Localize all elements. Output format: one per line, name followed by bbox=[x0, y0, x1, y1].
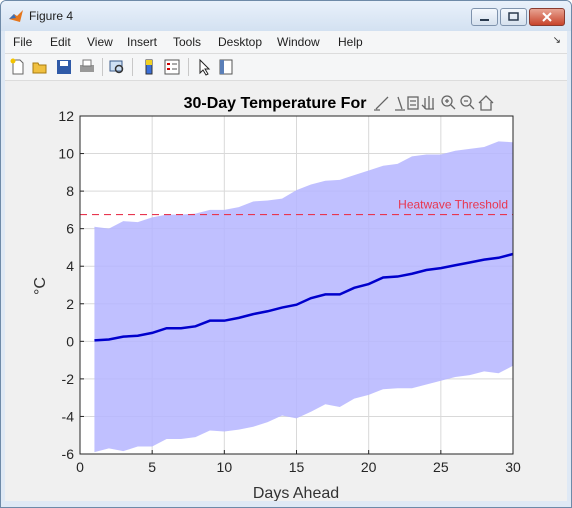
y-tick-label: 2 bbox=[66, 296, 74, 312]
menu-view[interactable]: View bbox=[87, 35, 113, 49]
insert-colorbar-icon[interactable] bbox=[140, 58, 158, 76]
plot-area[interactable]: Heatwave Threshold 0 5 10 15 20 25 30121086420… bbox=[5, 81, 567, 501]
threshold-label: Heatwave Threshold bbox=[398, 198, 508, 212]
zoom-out-icon[interactable] bbox=[460, 95, 475, 110]
y-tick-label: 0 bbox=[66, 333, 74, 349]
close-icon bbox=[542, 12, 552, 22]
y-tick-label: -2 bbox=[62, 371, 75, 387]
zoom-in-icon[interactable] bbox=[441, 95, 456, 110]
close-button[interactable] bbox=[529, 8, 565, 26]
open-file-icon[interactable] bbox=[31, 58, 49, 76]
x-tick-label: 0 bbox=[76, 459, 84, 475]
x-tick-label: 30 bbox=[505, 459, 521, 475]
title-bar[interactable]: Figure 4 bbox=[1, 1, 571, 31]
y-tick-label: -4 bbox=[62, 408, 75, 424]
y-axis-label: °C bbox=[32, 277, 49, 295]
y-tick-label: 10 bbox=[58, 146, 74, 162]
figure-canvas: Heatwave Threshold 0 5 10 15 20 25 30 12 10 8 6 4 2 0… bbox=[5, 81, 567, 501]
x-tick-label: 10 bbox=[217, 459, 233, 475]
figure-toolbar bbox=[5, 53, 567, 81]
x-axis-label: Days Ahead bbox=[253, 485, 339, 501]
toolbar-separator bbox=[188, 58, 189, 76]
property-inspector-icon[interactable] bbox=[217, 58, 235, 76]
axes-toolbar bbox=[374, 95, 494, 111]
menu-window[interactable]: Window bbox=[277, 35, 320, 49]
y-tick-label: -6 bbox=[62, 446, 75, 462]
minimize-icon bbox=[480, 19, 489, 21]
edit-plot-icon[interactable] bbox=[195, 58, 213, 76]
data-tips-icon[interactable] bbox=[395, 96, 405, 111]
y-tick-label: 8 bbox=[66, 183, 74, 199]
menu-file[interactable]: File bbox=[13, 35, 33, 49]
y-tick-label: 12 bbox=[58, 108, 74, 124]
window-title: Figure 4 bbox=[29, 9, 74, 23]
menu-help[interactable]: Help bbox=[338, 35, 363, 49]
pan-icon[interactable] bbox=[421, 96, 434, 110]
y-tick-label: 6 bbox=[66, 221, 74, 237]
matlab-icon bbox=[9, 10, 23, 22]
menu-desktop[interactable]: Desktop bbox=[218, 35, 263, 49]
maximize-icon bbox=[508, 12, 519, 21]
maximize-button[interactable] bbox=[500, 8, 527, 26]
x-tick-label: 15 bbox=[289, 459, 305, 475]
uncertainty-band bbox=[94, 141, 513, 453]
menu-tools[interactable]: Tools bbox=[173, 35, 202, 49]
print-preview-icon[interactable] bbox=[108, 58, 126, 76]
chart-title: 30-Day Temperature For bbox=[184, 95, 367, 112]
x-tick-label: 25 bbox=[433, 459, 449, 475]
restore-view-icon[interactable] bbox=[407, 96, 419, 110]
brush-icon[interactable] bbox=[374, 96, 389, 111]
menu-edit[interactable]: Edit bbox=[50, 35, 71, 49]
new-figure-icon[interactable] bbox=[9, 58, 27, 76]
save-icon[interactable] bbox=[55, 58, 73, 76]
toolbar-separator bbox=[102, 58, 103, 76]
menu-bar: File Edit View Insert Tools Desktop Wind… bbox=[5, 31, 567, 53]
y-tick-label: 4 bbox=[66, 258, 74, 274]
x-tick-label: 20 bbox=[361, 459, 377, 475]
insert-legend-icon[interactable] bbox=[163, 58, 181, 76]
mean-forecast-line bbox=[94, 252, 514, 342]
x-tick-label: 5 bbox=[148, 459, 156, 475]
minimize-button[interactable] bbox=[471, 8, 498, 26]
expand-arrow-icon[interactable]: ↘ bbox=[552, 35, 561, 46]
toolbar-separator bbox=[132, 58, 133, 76]
menu-insert[interactable]: Insert bbox=[127, 35, 158, 49]
home-icon[interactable] bbox=[478, 95, 494, 111]
print-icon[interactable] bbox=[78, 58, 96, 76]
